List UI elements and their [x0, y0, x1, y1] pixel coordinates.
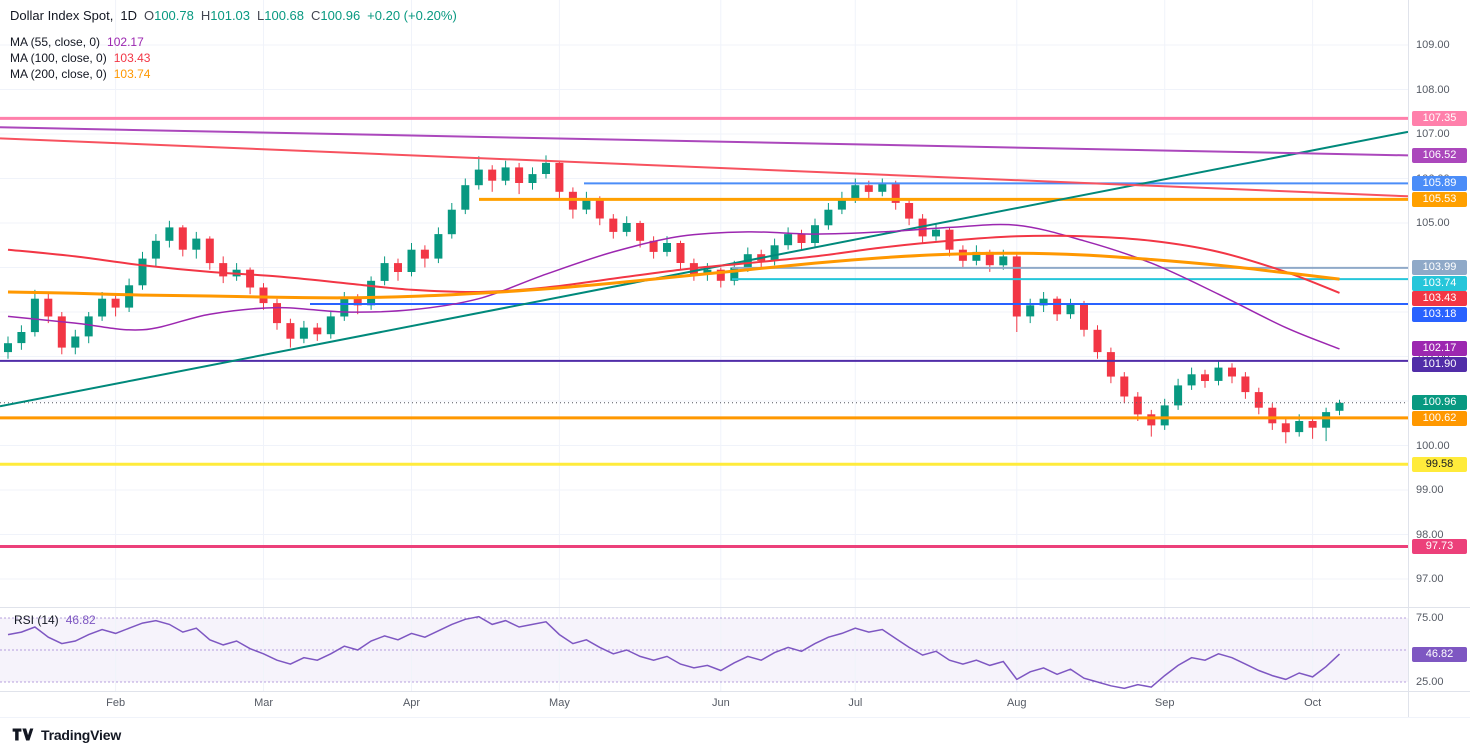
- time-axis-label-feb: Feb: [106, 697, 126, 709]
- ohlc-low: L 100.68: [257, 8, 305, 23]
- price-badge-103.74: 103.74: [1412, 275, 1467, 291]
- ma-200-line[interactable]: [7, 251, 1340, 300]
- tradingview-wordmark: TradingView: [41, 726, 122, 743]
- price-chart-pane[interactable]: [0, 0, 1408, 608]
- price-badge-105.53: 105.53: [1412, 191, 1467, 207]
- time-axis-label-sep: Sep: [1154, 697, 1175, 709]
- footer: TradingView: [0, 717, 1470, 751]
- rsi-value-badge: 46.82: [1412, 646, 1467, 662]
- change-value: +0.20 (+0.20%): [367, 8, 457, 23]
- price-tick-label: 107.00: [1416, 128, 1450, 140]
- ohlc-open: O 100.78: [143, 8, 194, 23]
- time-axis-label-mar: Mar: [254, 697, 274, 709]
- interval-label: 1D: [120, 8, 137, 23]
- time-axis[interactable]: Feb Mar Apr May Jun Jul Aug Sep Oct: [0, 692, 1408, 717]
- trendline-ascending-0[interactable]: [0, 130, 1408, 408]
- time-axis-label-may: May: [549, 697, 570, 709]
- rsi-tick-label: 25.00: [1416, 676, 1444, 688]
- indicator-legend-ma200[interactable]: MA (200, close, 0) 103.74: [10, 66, 151, 81]
- price-badge-107.35: 107.35: [1412, 110, 1467, 126]
- price-tick-label: 98.00: [1416, 528, 1444, 541]
- time-axis-separator: [0, 691, 1470, 692]
- rsi-tick-label: 75.00: [1416, 612, 1444, 624]
- price-tick-label: 108.00: [1416, 83, 1450, 96]
- rsi-chart-pane[interactable]: [0, 608, 1408, 691]
- time-axis-label-apr: Apr: [402, 697, 421, 709]
- price-badge-103.43: 103.43: [1412, 291, 1467, 307]
- trendline-descending-1[interactable]: [0, 137, 1408, 198]
- price-badge-100.96: 100.96: [1412, 395, 1467, 411]
- tradingview-logo-icon: [12, 728, 34, 741]
- pane-separator[interactable]: [0, 607, 1470, 608]
- time-axis-label-jul: Jul: [848, 697, 863, 709]
- price-badge-101.90: 101.90: [1412, 356, 1467, 372]
- price-badge-99.58: 99.58: [1412, 456, 1467, 472]
- tradingview-link[interactable]: TradingView: [12, 726, 121, 743]
- ohlc-high: H 101.03: [200, 8, 251, 23]
- time-axis-label-oct: Oct: [1304, 697, 1322, 709]
- price-scale[interactable]: 109.00108.00107.00106.00105.00104.00103.…: [1408, 0, 1470, 717]
- price-badge-103.18: 103.18: [1412, 306, 1467, 322]
- trendline-descending-2[interactable]: [0, 126, 1408, 157]
- price-badge-103.99: 103.99: [1412, 260, 1467, 276]
- symbol-name: Dollar Index Spot,: [10, 8, 114, 23]
- rsi-line[interactable]: [7, 615, 1341, 690]
- ma-55-line[interactable]: [7, 223, 1340, 350]
- price-badge-102.17: 102.17: [1412, 341, 1467, 357]
- price-tick-label: 99.00: [1416, 484, 1444, 496]
- price-tick-label: 100.00: [1416, 439, 1450, 452]
- price-tick-label: 97.00: [1416, 573, 1444, 585]
- price-badge-97.73: 97.73: [1412, 539, 1467, 554]
- price-badge-106.52: 106.52: [1412, 147, 1467, 163]
- ohlc-close: C 100.96: [311, 8, 361, 23]
- time-axis-label-aug: Aug: [1006, 697, 1027, 709]
- rsi-legend[interactable]: RSI (14) 46.82: [14, 613, 96, 627]
- price-badge-100.62: 100.62: [1412, 410, 1467, 426]
- indicator-legend-ma55[interactable]: MA (55, close, 0) 102.17: [10, 34, 144, 49]
- price-tick-label: 105.00: [1416, 217, 1450, 229]
- price-tick-label: 109.00: [1416, 39, 1450, 51]
- time-axis-label-jun: Jun: [711, 697, 730, 709]
- ma-100-line[interactable]: [7, 234, 1340, 294]
- indicator-legend-ma100[interactable]: MA (100, close, 0) 103.43: [10, 50, 151, 65]
- price-badge-105.89: 105.89: [1412, 175, 1467, 191]
